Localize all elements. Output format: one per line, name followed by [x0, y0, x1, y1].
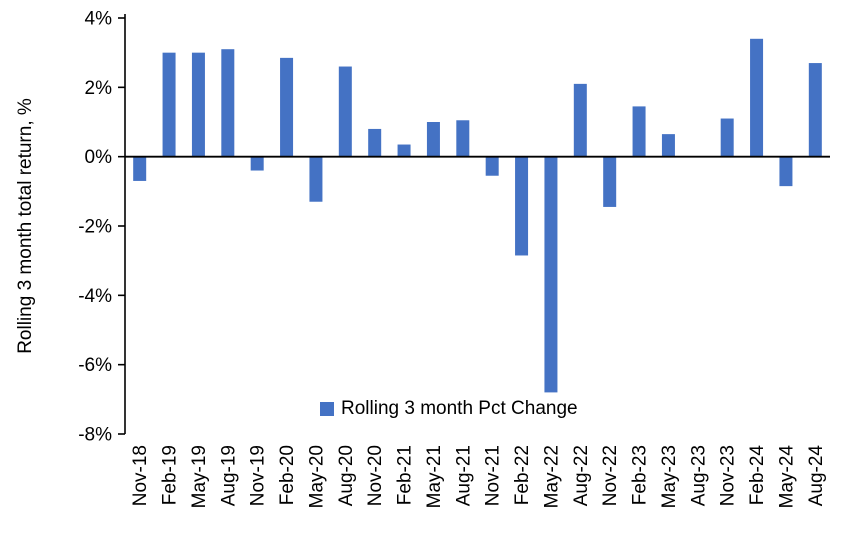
- bar-Feb-19: [162, 52, 176, 157]
- x-tick-label: Feb-20: [277, 445, 298, 505]
- legend-swatch: [320, 402, 334, 416]
- bar-Aug-20: [338, 66, 352, 157]
- bar-Feb-21: [397, 144, 411, 157]
- bar-May-23: [661, 134, 675, 157]
- x-tick-label: Aug-20: [336, 445, 357, 506]
- legend-label: Rolling 3 month Pct Change: [341, 398, 578, 419]
- y-tick-label: 4%: [85, 8, 113, 29]
- x-tick-label: Nov-19: [248, 445, 269, 506]
- x-tick-label: Nov-18: [130, 445, 151, 506]
- bar-Nov-20: [368, 128, 382, 157]
- x-tick-label: May-20: [306, 445, 327, 508]
- x-tick-label: May-22: [541, 445, 562, 508]
- x-tick-label: May-19: [189, 445, 210, 508]
- bar-Nov-21: [485, 156, 499, 176]
- y-tick-label: -8%: [78, 424, 112, 445]
- bar-Nov-22: [603, 156, 617, 207]
- x-tick-label: Nov-20: [365, 445, 386, 506]
- x-tick-label: Aug-24: [806, 445, 827, 507]
- bar-May-22: [544, 156, 558, 393]
- bar-May-24: [779, 156, 793, 187]
- bar-Nov-23: [720, 118, 734, 157]
- y-tick-label: 2%: [85, 78, 113, 99]
- bar-May-21: [426, 122, 440, 157]
- y-tick-label: -4%: [78, 286, 112, 307]
- bar-Aug-22: [573, 83, 587, 157]
- x-tick-label: Nov-22: [600, 445, 621, 506]
- x-tick-label: Aug-23: [688, 445, 709, 506]
- x-tick-label: Feb-24: [747, 445, 768, 506]
- x-tick-label: Feb-21: [395, 445, 416, 505]
- x-tick-label: Aug-22: [571, 445, 592, 506]
- bar-Nov-18: [133, 156, 147, 181]
- bar-Feb-24: [750, 38, 764, 157]
- y-tick-label: -2%: [78, 216, 112, 237]
- x-tick-label: Feb-19: [160, 445, 181, 505]
- bar-Feb-22: [515, 156, 529, 256]
- bar-Feb-23: [632, 106, 646, 157]
- y-tick-label: 0%: [85, 147, 113, 168]
- bar-Feb-20: [280, 57, 294, 157]
- bar-Nov-19: [250, 156, 264, 171]
- y-tick-label: -6%: [78, 355, 112, 376]
- bar-Aug-21: [456, 120, 470, 157]
- legend: Rolling 3 month Pct Change: [320, 398, 578, 420]
- x-tick-label: May-24: [776, 445, 797, 509]
- x-tick-label: May-21: [424, 445, 445, 508]
- x-tick-label: Nov-21: [483, 445, 504, 506]
- bar-Aug-19: [221, 49, 235, 157]
- bar-May-20: [309, 156, 323, 202]
- x-tick-label: Aug-19: [218, 445, 239, 506]
- x-tick-label: Feb-23: [630, 445, 651, 505]
- bar-Aug-24: [808, 63, 822, 157]
- x-tick-label: Feb-22: [512, 445, 533, 505]
- x-tick-label: Aug-21: [453, 445, 474, 506]
- x-tick-label: Nov-23: [718, 445, 739, 506]
- bar-May-19: [191, 52, 205, 157]
- x-tick-label: May-23: [659, 445, 680, 508]
